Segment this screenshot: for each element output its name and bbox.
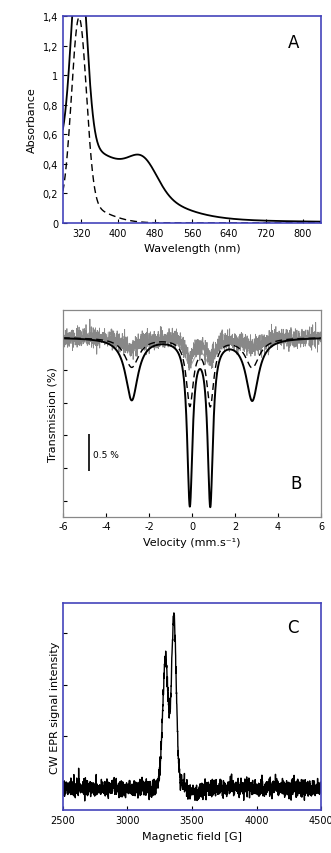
Text: A: A	[288, 33, 299, 51]
Y-axis label: Transmission (%): Transmission (%)	[47, 366, 57, 461]
Text: B: B	[290, 474, 302, 492]
X-axis label: Velocity (mm.s⁻¹): Velocity (mm.s⁻¹)	[143, 537, 241, 548]
Y-axis label: Absorbance: Absorbance	[27, 88, 37, 154]
Y-axis label: CW EPR signal intensity: CW EPR signal intensity	[50, 641, 60, 773]
X-axis label: Magnetic field [G]: Magnetic field [G]	[142, 831, 242, 841]
X-axis label: Wavelength (nm): Wavelength (nm)	[144, 244, 240, 254]
Text: C: C	[288, 618, 299, 636]
Text: 0.5 %: 0.5 %	[93, 450, 118, 459]
